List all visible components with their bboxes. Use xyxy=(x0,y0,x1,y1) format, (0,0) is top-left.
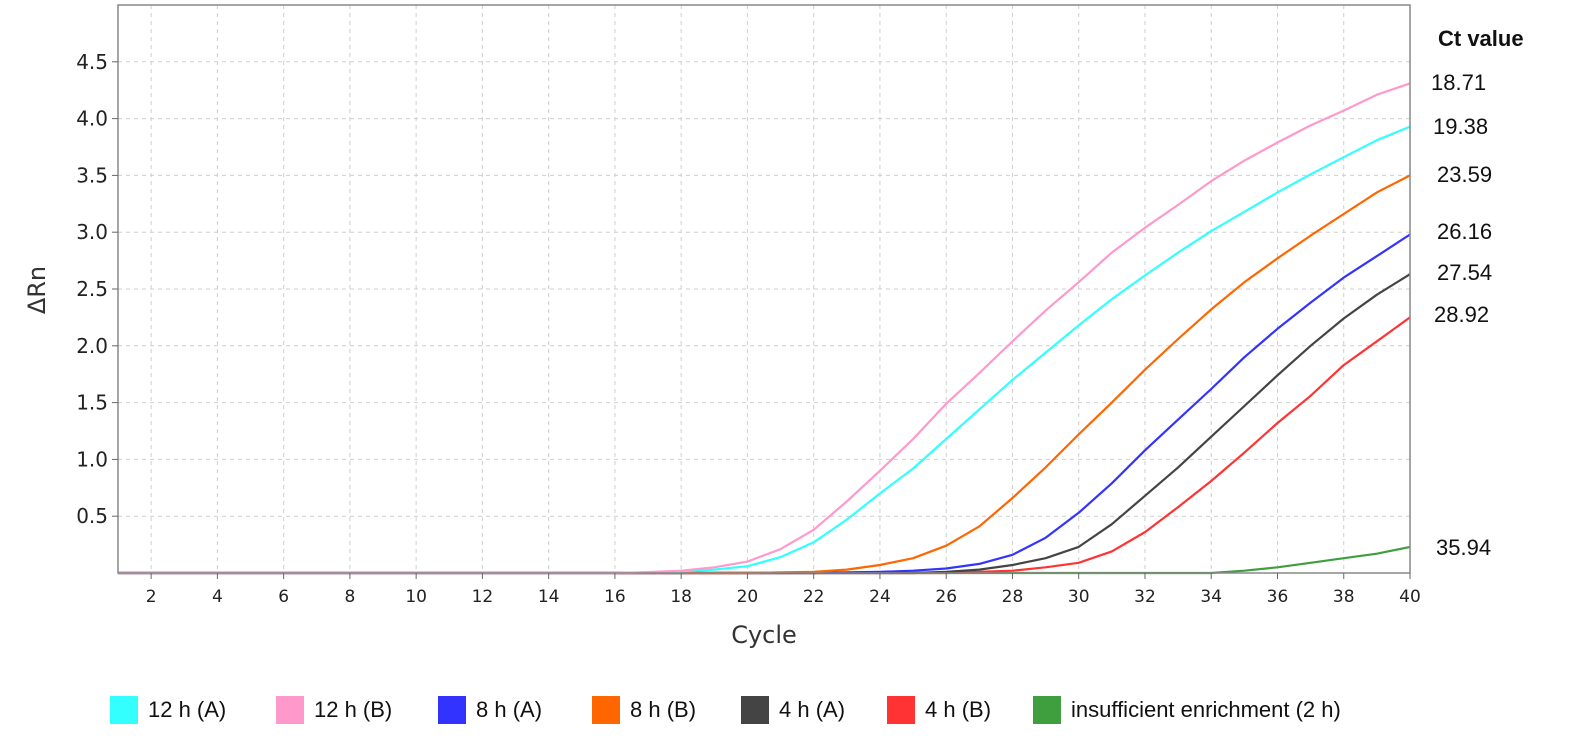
y-tick-label: 4.5 xyxy=(76,50,108,74)
y-tick-label: 2.5 xyxy=(76,277,108,301)
y-axis-ticks: 0.5 1.0 1.5 2.0 2.5 3.0 3.5 4.0 4.5 xyxy=(76,50,118,528)
x-tick-label: 40 xyxy=(1399,587,1421,607)
series-line xyxy=(118,233,1411,575)
legend-label: 12 h (A) xyxy=(148,697,227,722)
legend-swatch xyxy=(110,696,138,724)
y-tick-label: 4.0 xyxy=(76,107,108,131)
x-tick-label: 20 xyxy=(737,587,759,607)
ct-value-label: 28.92 xyxy=(1434,302,1489,327)
legend-item: 8 h (A) xyxy=(438,690,542,730)
x-tick-label: 12 xyxy=(472,587,494,607)
x-tick-label: 28 xyxy=(1002,587,1024,607)
legend-swatch xyxy=(1033,696,1061,724)
y-tick-label: 1.5 xyxy=(76,391,108,415)
x-tick-label: 2 xyxy=(146,587,157,607)
x-tick-label: 22 xyxy=(803,587,825,607)
legend-item: 4 h (B) xyxy=(887,690,991,730)
y-tick-label: 1.0 xyxy=(76,447,108,471)
legend-label: 12 h (B) xyxy=(314,697,393,722)
ct-value-label: 26.16 xyxy=(1437,219,1492,244)
series-line xyxy=(118,125,1411,575)
ct-value-label: 19.38 xyxy=(1433,114,1488,139)
x-axis-title: Cycle xyxy=(731,621,797,649)
ct-value-label: 23.59 xyxy=(1437,162,1492,187)
legend-swatch xyxy=(741,696,769,724)
legend-label: insufficient enrichment (2 h) xyxy=(1071,697,1341,722)
series-line xyxy=(118,273,1411,575)
legend-item: insufficient enrichment (2 h) xyxy=(1033,690,1341,730)
grid xyxy=(118,5,1411,573)
legend-label: 8 h (B) xyxy=(630,697,697,722)
ct-value-label: 18.71 xyxy=(1431,70,1486,95)
ct-value-title: Ct value xyxy=(1438,26,1524,51)
x-axis-ticks: 2 4 6 8 10 12 14 16 18 20 22 24 26 28 30 32 34 36 38 40 xyxy=(146,573,1421,607)
x-tick-label: 4 xyxy=(212,587,223,607)
legend-swatch xyxy=(592,696,620,724)
legend-item: 12 h (B) xyxy=(276,690,392,730)
ct-value-label: 35.94 xyxy=(1436,535,1491,560)
y-tick-label: 0.5 xyxy=(76,504,108,528)
amplification-chart: 2 4 6 8 10 12 14 16 18 20 22 24 26 28 30 32 34 36 38 40 0.5… xyxy=(23,4,1524,649)
legend-label: 4 h (A) xyxy=(779,697,846,722)
x-tick-label: 38 xyxy=(1333,587,1355,607)
x-tick-label: 36 xyxy=(1267,587,1289,607)
y-tick-label: 3.5 xyxy=(76,163,108,187)
legend-item: 8 h (B) xyxy=(592,690,696,730)
plot-background xyxy=(118,5,1410,573)
legend-swatch xyxy=(276,696,304,724)
x-tick-label: 34 xyxy=(1200,587,1222,607)
legend-label: 8 h (A) xyxy=(476,697,543,722)
legend: 12 h (A) 12 h (B) 8 h (A) 8 h (B) 4 h (A) 4 h… xyxy=(0,690,1588,734)
y-tick-label: 2.0 xyxy=(76,334,108,358)
legend-swatch xyxy=(887,696,915,724)
ct-value-label: 27.54 xyxy=(1437,260,1492,285)
legend-item: 12 h (A) xyxy=(110,690,226,730)
x-tick-label: 30 xyxy=(1068,587,1090,607)
x-tick-label: 16 xyxy=(604,587,626,607)
series-line xyxy=(118,82,1411,575)
series-line xyxy=(118,174,1411,575)
x-tick-label: 6 xyxy=(278,587,289,607)
x-tick-label: 24 xyxy=(869,587,891,607)
x-tick-label: 32 xyxy=(1134,587,1156,607)
legend-swatch xyxy=(438,696,466,724)
x-tick-label: 18 xyxy=(670,587,692,607)
series-line xyxy=(118,316,1411,575)
legend-label: 4 h (B) xyxy=(925,697,992,722)
x-tick-label: 14 xyxy=(538,587,560,607)
y-tick-label: 3.0 xyxy=(76,220,108,244)
y-axis-title: ΔRn xyxy=(23,266,51,314)
x-tick-label: 8 xyxy=(344,587,355,607)
x-tick-label: 26 xyxy=(935,587,957,607)
x-tick-label: 10 xyxy=(405,587,427,607)
legend-item: 4 h (A) xyxy=(741,690,845,730)
ct-values: 18.71 19.38 23.59 26.16 27.54 28.92 35.94 xyxy=(1431,70,1492,560)
